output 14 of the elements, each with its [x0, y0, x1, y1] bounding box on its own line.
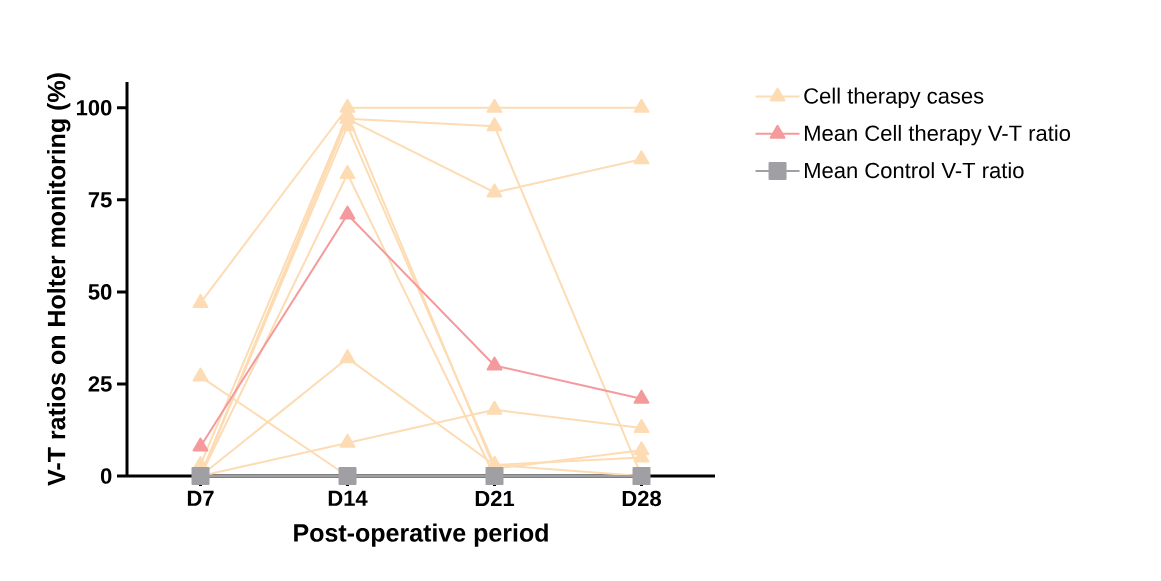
legend-label: Cell therapy cases [804, 87, 984, 109]
y-axis-title: V-T ratios on Holter monitoring (%) [47, 73, 71, 486]
legend-label: Mean Control V-T ratio [805, 162, 1024, 179]
y-tick-label: 75 [88, 192, 112, 208]
x-tick-label: D21 [475, 490, 515, 507]
y-tick-label: 100 [76, 99, 112, 116]
x-axis-title: Post-operative period [294, 523, 548, 547]
y-tick-label: 25 [88, 376, 112, 392]
x-tick-label: D14 [328, 490, 368, 506]
x-tick-label: D7 [187, 490, 214, 506]
y-tick-label: 0 [100, 468, 112, 484]
x-tick-label: D28 [622, 490, 661, 507]
legend-label: Mean Cell therapy V-T ratio [805, 124, 1071, 146]
y-tick-label: 50 [88, 284, 112, 300]
